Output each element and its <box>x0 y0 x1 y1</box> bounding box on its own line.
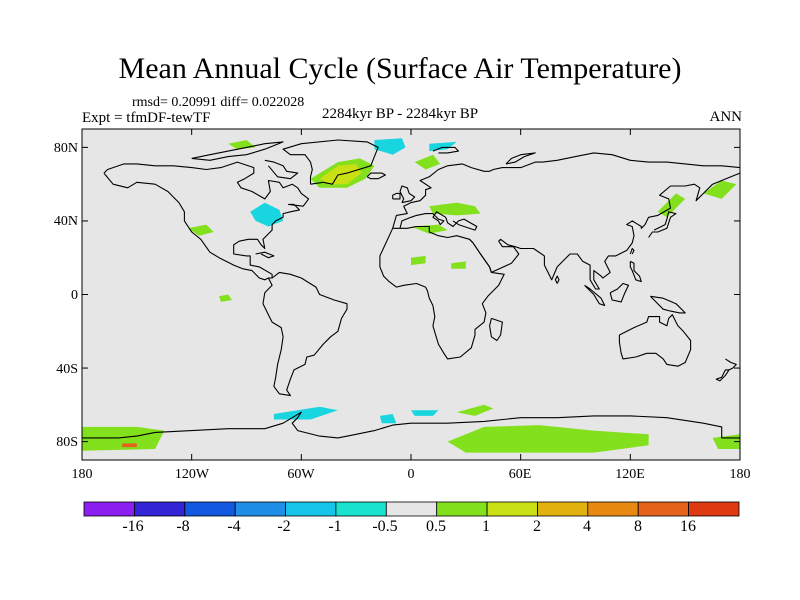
coast-philippines <box>629 260 642 283</box>
colorbar-label-4: -2 <box>277 518 291 535</box>
x-tick-label-120w: 120W <box>174 467 210 482</box>
coast-greenland <box>282 139 379 185</box>
anomaly-so-cool-1 <box>273 406 338 420</box>
colorbar-swatch-8 <box>436 501 488 517</box>
colorbar-swatch-11 <box>587 501 639 517</box>
anomaly-regions <box>82 138 740 453</box>
coast-sri-lanka <box>554 275 560 284</box>
anomaly-nam-cool <box>250 202 284 227</box>
colorbar-label-10: 4 <box>583 518 591 535</box>
colorbar-label-2: -8 <box>176 518 190 535</box>
period-label: 2284kyr BP - 2284kyr BP <box>322 106 479 122</box>
colorbar-swatch-4 <box>234 501 286 517</box>
anomaly-atlantic-warm <box>219 294 232 302</box>
anomaly-so-cool-3 <box>411 410 439 416</box>
x-tick-label-0: 0 <box>407 467 415 482</box>
coast-new-zealand <box>715 358 737 382</box>
anomaly-norway-warm <box>414 154 441 170</box>
anomaly-europe-warm <box>429 202 481 216</box>
colorbar-label-9: 2 <box>533 518 541 535</box>
colorbar-label-12: 16 <box>680 518 696 535</box>
colorbar <box>83 501 740 517</box>
colorbar-swatch-10 <box>537 501 589 517</box>
coast-borneo <box>609 282 630 303</box>
colorbar-swatch-1 <box>83 501 135 517</box>
colorbar-label-6: -0.5 <box>372 518 398 535</box>
coast-svalbard <box>432 146 460 154</box>
y-tick-label-80s: 80S <box>56 435 78 450</box>
coast-antarctica <box>82 411 740 439</box>
coast-south-america <box>262 271 348 397</box>
x-tick-label-60e: 60E <box>508 467 532 482</box>
colorbar-swatch-3 <box>184 501 236 517</box>
colorbar-swatch-2 <box>133 501 186 517</box>
coast-australia <box>618 314 692 367</box>
anomaly-sahara-warm-2 <box>451 261 466 269</box>
coast-novaya-zemlya <box>505 152 536 165</box>
coast-madagascar <box>489 317 503 342</box>
x-tick-label-120e: 120E <box>615 467 645 482</box>
y-tick-label-40n: 40N <box>53 214 78 229</box>
coast-africa <box>379 228 505 360</box>
colorbar-swatch-12 <box>637 501 690 517</box>
anomaly-arctic-cool-1 <box>374 138 406 155</box>
colorbar-label-3: -4 <box>227 518 241 535</box>
experiment-label: Expt = tfmDF-tewTF <box>82 110 211 126</box>
anomaly-sahara-warm <box>411 255 426 266</box>
colorbar-swatch-13 <box>688 501 740 517</box>
stats-label: rmsd= 0.20991 diff= 0.022028 <box>132 95 305 110</box>
chart-title: Mean Annual Cycle (Surface Air Temperatu… <box>118 52 682 85</box>
y-tick-label-40s: 40S <box>56 362 78 377</box>
anomaly-arctic-cool-2 <box>429 141 457 152</box>
colorbar-swatch-9 <box>486 501 538 517</box>
coast-arctic-islands <box>191 141 284 161</box>
coast-north-america <box>103 161 310 281</box>
anomaly-so-cool-2 <box>379 414 397 424</box>
map-background <box>82 129 740 460</box>
coast-indonesia <box>584 284 606 307</box>
coast-new-guinea <box>650 295 686 314</box>
coast-japan <box>648 211 677 238</box>
map-plot-area <box>81 128 741 461</box>
coastlines <box>82 139 741 439</box>
coast-europe-asia <box>392 152 741 229</box>
anomaly-nam-warm <box>188 224 214 236</box>
colorbar-label-11: 8 <box>634 518 642 535</box>
coast-ireland <box>392 192 401 200</box>
anomaly-so-warm-1 <box>456 404 494 416</box>
season-label: ANN <box>709 109 743 125</box>
anomaly-asia-warm <box>703 180 737 199</box>
coast-mediterranean-north <box>399 211 478 231</box>
anomaly-antarctica-hot <box>122 443 137 448</box>
colorbar-label-5: -1 <box>328 518 342 535</box>
axis-ticks <box>81 129 741 460</box>
colorbar-label-1: -16 <box>122 518 144 535</box>
colorbar-label-7: 0.5 <box>426 518 446 535</box>
coast-cuba <box>255 251 275 259</box>
coast-iceland <box>366 172 386 180</box>
coast-taiwan <box>629 247 635 255</box>
x-tick-label-180e: 180 <box>729 467 751 482</box>
y-tick-label-80n: 80N <box>53 141 78 156</box>
coast-hudson-islands <box>264 159 299 180</box>
colorbar-swatch-6 <box>335 501 387 517</box>
colorbar-swatch-5 <box>285 501 337 517</box>
colorbar-label-8: 1 <box>482 518 490 535</box>
anomaly-antarctica-east-warm <box>447 425 649 453</box>
x-tick-label-60w: 60W <box>287 467 315 482</box>
anomaly-antarctica-west-warm <box>82 426 165 451</box>
x-tick-label-180w: 180 <box>71 467 93 482</box>
y-tick-label-0: 0 <box>71 288 78 303</box>
coast-uk <box>399 185 416 204</box>
colorbar-swatch-7 <box>385 501 438 517</box>
